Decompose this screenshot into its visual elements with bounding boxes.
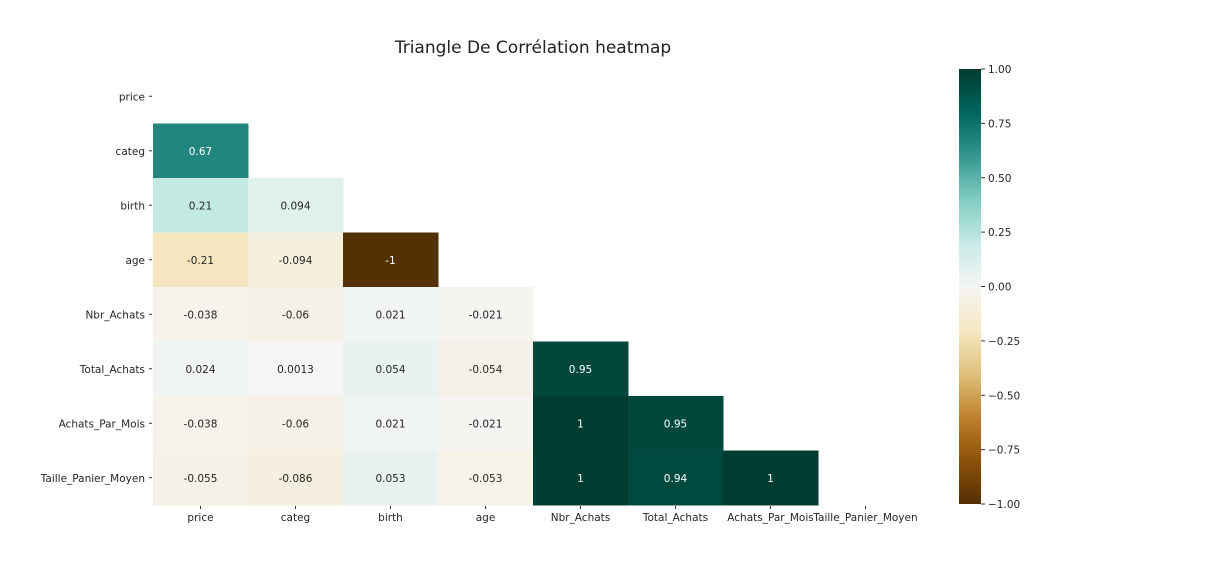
colorbar-tick-label: −0.50 <box>988 390 1020 402</box>
y-axis-tick-label: Achats_Par_Mois <box>59 418 145 430</box>
heatmap-cell-label: 0.021 <box>375 309 405 321</box>
heatmap-cell-label: -0.038 <box>184 309 218 321</box>
heatmap-cell-label: -0.053 <box>469 473 503 485</box>
heatmap-cell-label: 0.95 <box>569 364 592 376</box>
heatmap-cell-label: 0.021 <box>375 418 405 430</box>
heatmap-cell <box>153 123 249 179</box>
colorbar-tick-label: 0.75 <box>988 118 1011 130</box>
heatmap-cell-label: 0.053 <box>375 473 405 485</box>
heatmap-cell <box>438 341 534 397</box>
y-axis-tick-label: Taille_Panier_Moyen <box>40 473 145 485</box>
heatmap-cell-label: -0.054 <box>469 364 503 376</box>
heatmap-cell-label: 0.95 <box>664 418 687 430</box>
heatmap-cell <box>343 287 439 342</box>
y-axis-tick-label: age <box>125 255 145 267</box>
heatmap-cell-label: 1 <box>577 418 584 430</box>
heatmap-cell-label: 0.024 <box>185 364 215 376</box>
heatmap-cell-label: -0.06 <box>282 309 309 321</box>
chart-title: Triangle De Corrélation heatmap <box>394 38 671 58</box>
colorbar-tick-label: −0.25 <box>988 336 1020 348</box>
heatmap-cell <box>343 341 439 397</box>
colorbar-tick-label: 0.50 <box>988 173 1011 185</box>
heatmap-cell <box>343 232 439 288</box>
heatmap-cell <box>343 396 439 451</box>
heatmap-cell <box>533 396 629 451</box>
heatmap-cell-label: -0.021 <box>469 418 503 430</box>
heatmap-cell <box>628 450 724 506</box>
heatmap-cell <box>533 341 629 397</box>
heatmap-cell <box>438 450 534 506</box>
x-axis-tick-labels: price categ birth age Nbr_Achats Total_Achats… <box>187 506 918 524</box>
heatmap-cell-label: 0.67 <box>189 146 212 158</box>
heatmap-cell-label: -0.06 <box>282 418 309 430</box>
x-axis-tick-label: age <box>476 512 496 524</box>
heatmap-cell-label: -1 <box>385 255 395 267</box>
heatmap-cell <box>153 232 249 288</box>
heatmap-cell-label: 1 <box>767 473 774 485</box>
heatmap-cell <box>153 450 249 506</box>
heatmap-cell-label: 0.054 <box>375 364 405 376</box>
heatmap-cell <box>153 287 249 342</box>
heatmap-cell <box>628 396 724 451</box>
heatmap-cell <box>438 287 534 342</box>
heatmap-cell <box>343 450 439 506</box>
heatmap-cell-label: 0.0013 <box>277 364 314 376</box>
heatmap-cell <box>248 232 344 288</box>
heatmap-cell-label: 1 <box>577 473 584 485</box>
heatmap-cell-label: -0.021 <box>469 309 503 321</box>
heatmap-cell <box>533 450 629 506</box>
x-axis-tick-label: Achats_Par_Mois <box>727 512 813 524</box>
y-axis-tick-label: Total_Achats <box>79 364 145 376</box>
x-axis-tick-label: Nbr_Achats <box>551 512 611 524</box>
colorbar-gradient <box>959 69 981 504</box>
x-axis-tick-label: price <box>187 512 213 524</box>
heatmap-cells: 0.67 0.21 0.094 -0.21 -0.094 -1 -0.038 -0.06 0.0… <box>153 123 819 506</box>
heatmap-cell-label: -0.094 <box>279 255 313 267</box>
x-axis-tick-label: birth <box>378 512 403 524</box>
heatmap-cell-label: -0.055 <box>184 473 218 485</box>
x-axis-tick-label: categ <box>281 512 310 524</box>
heatmap-cell <box>248 450 344 506</box>
heatmap-cell-label: -0.21 <box>187 255 214 267</box>
heatmap-cell <box>248 396 344 451</box>
colorbar-tick-label: −1.00 <box>988 499 1020 511</box>
heatmap-cell-label: 0.21 <box>189 200 212 212</box>
x-axis-tick-label: Total_Achats <box>642 512 708 524</box>
heatmap-cell <box>248 178 344 233</box>
heatmap-cell <box>153 341 249 397</box>
heatmap-cell <box>723 450 819 506</box>
y-axis-tick-label: categ <box>116 146 145 158</box>
colorbar-tick-label: 1.00 <box>988 64 1011 76</box>
heatmap-cell-label: -0.038 <box>184 418 218 430</box>
colorbar-tick-label: 0.00 <box>988 282 1011 294</box>
colorbar-tick-label: −0.75 <box>988 445 1020 457</box>
heatmap-cell-label: -0.086 <box>279 473 313 485</box>
heatmap-cell <box>153 396 249 451</box>
heatmap-cell <box>248 341 344 397</box>
heatmap-cell <box>438 396 534 451</box>
colorbar-tick-label: 0.25 <box>988 227 1011 239</box>
heatmap-cell <box>248 287 344 342</box>
heatmap-cell-label: 0.094 <box>280 200 310 212</box>
heatmap-cell-label: 0.94 <box>664 473 688 485</box>
y-axis-tick-label: Nbr_Achats <box>85 309 145 321</box>
x-axis-tick-label: Taille_Panier_Moyen <box>812 512 917 524</box>
y-axis-tick-labels: price categ birth age Nbr_Achats Total_Achats… <box>40 91 152 485</box>
heatmap-cell <box>153 178 249 233</box>
y-axis-tick-label: birth <box>120 200 145 212</box>
colorbar: 1.00 0.75 0.50 0.25 0.00 −0.25 −0.50 −0.75 −1.00 <box>959 64 1020 511</box>
y-axis-tick-label: price <box>119 91 145 103</box>
